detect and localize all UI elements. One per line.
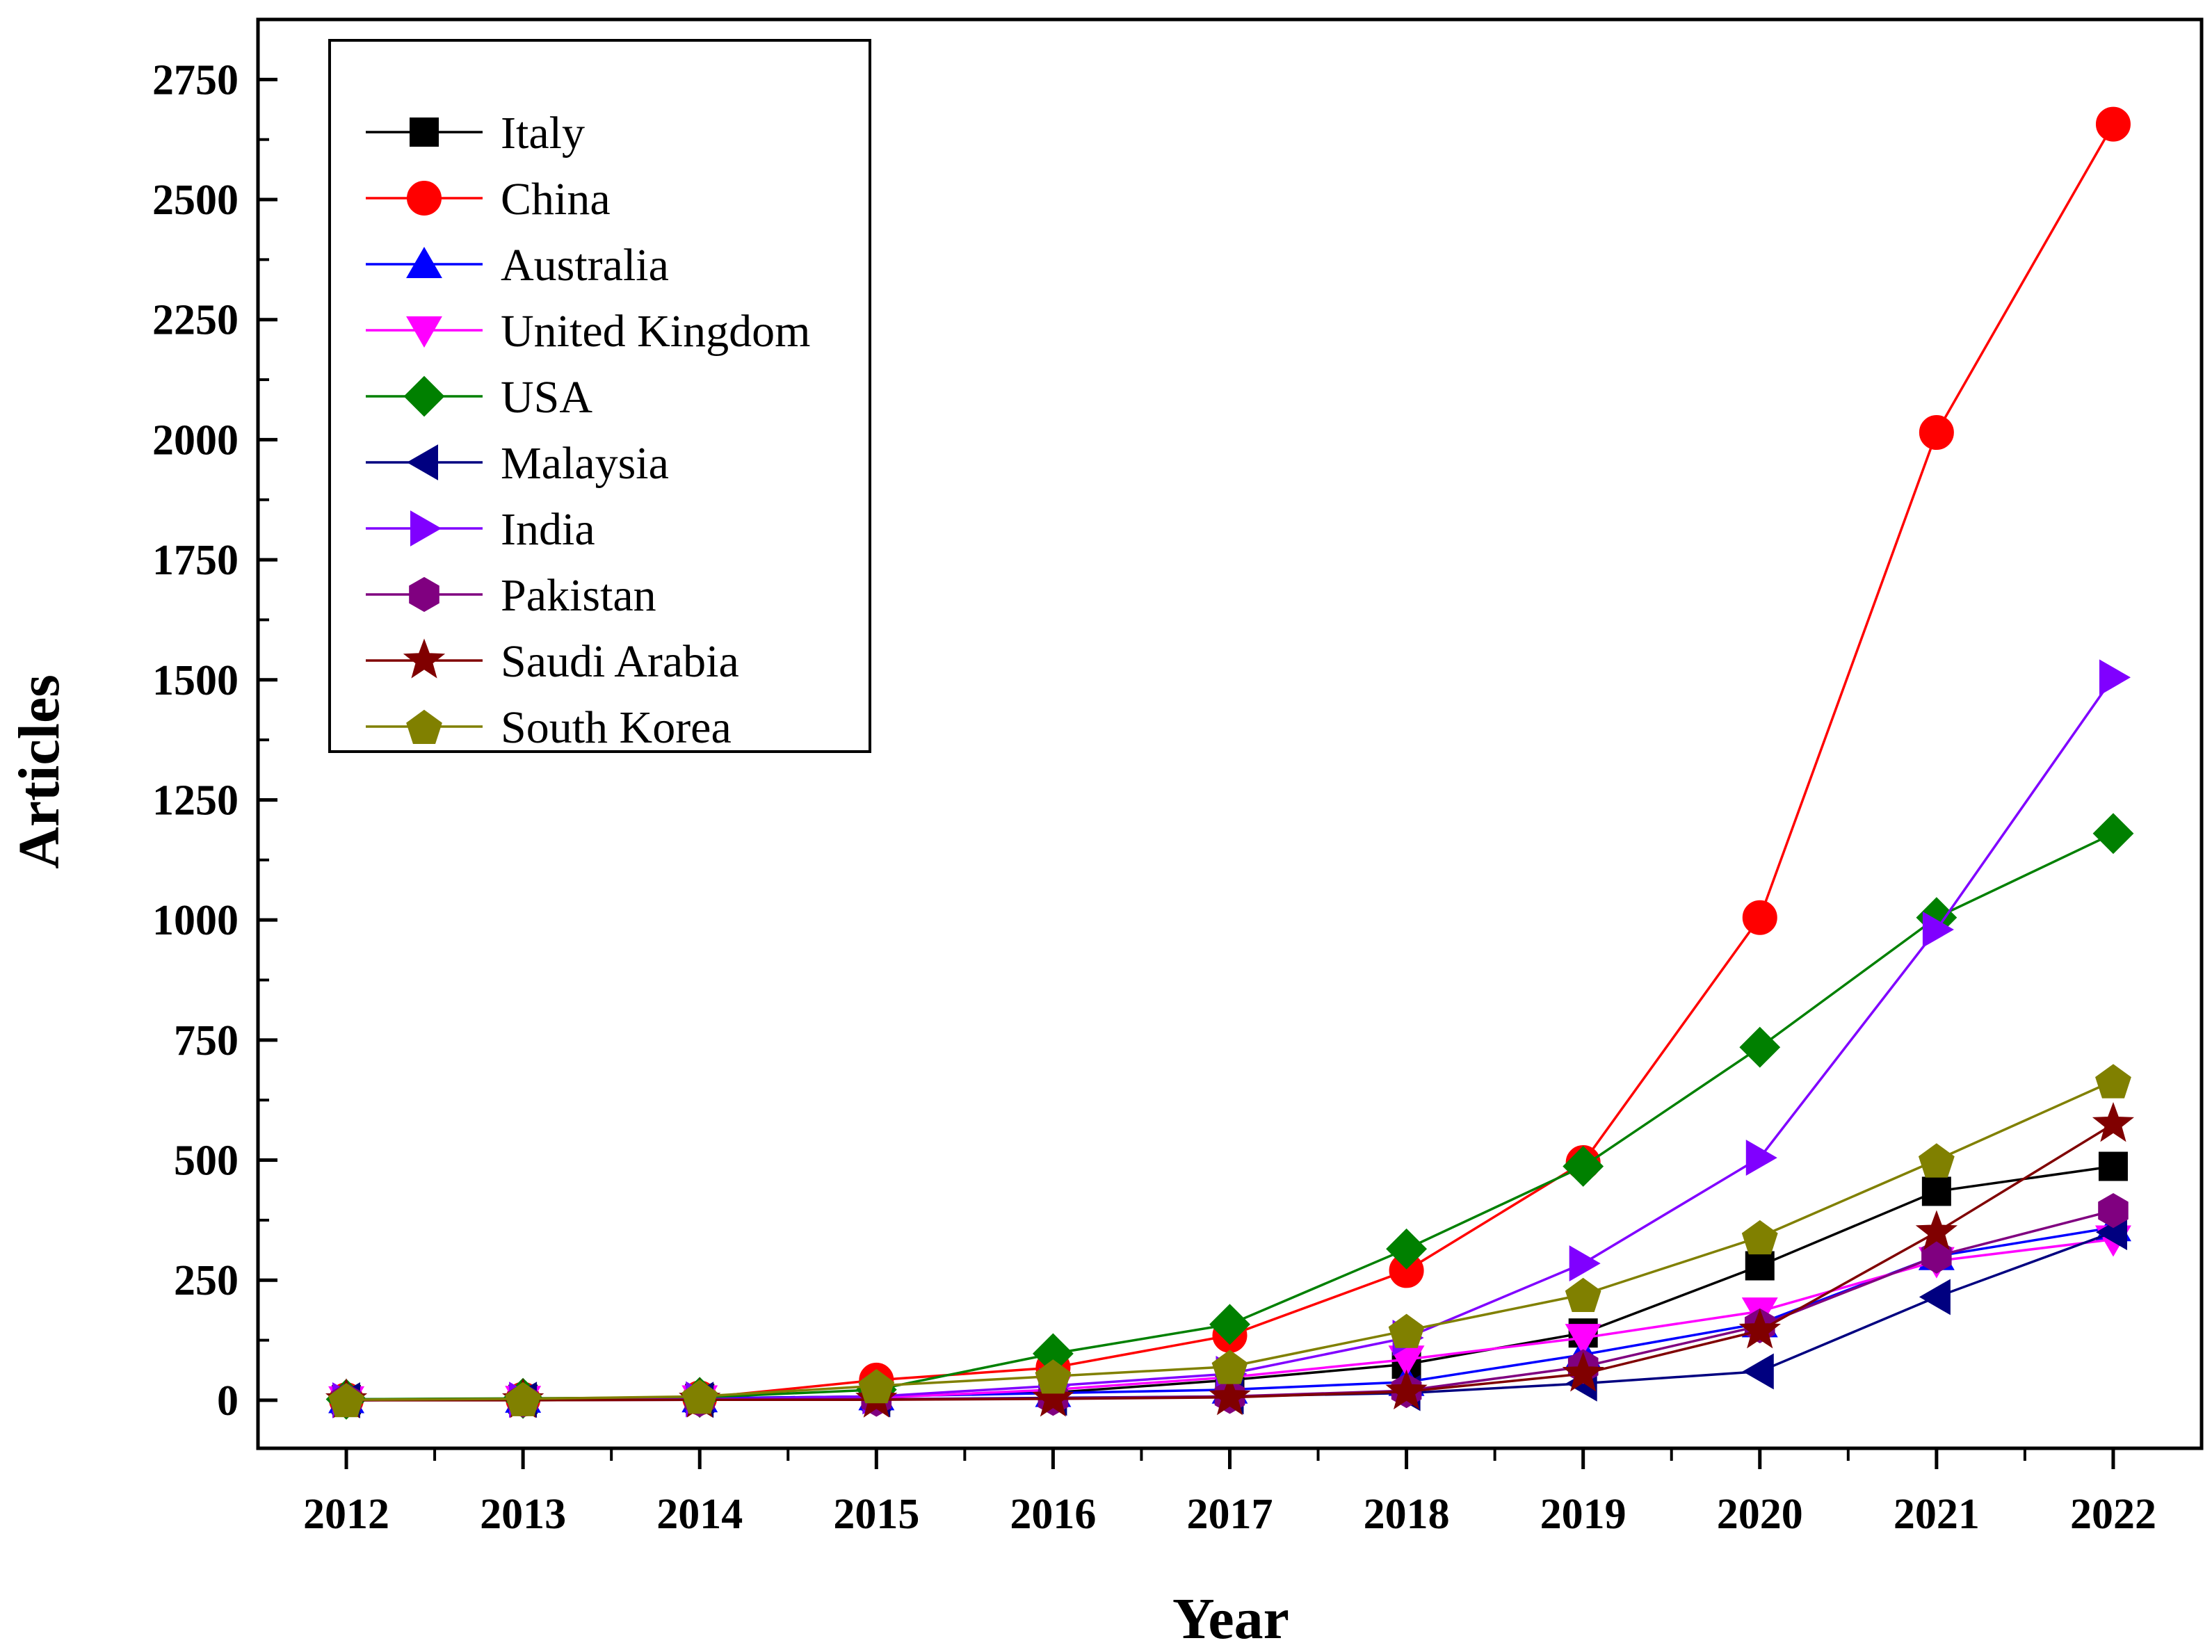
x-tick-label: 2019 — [1540, 1491, 1626, 1538]
data-point — [1035, 1359, 1072, 1394]
y-tick-label: 1500 — [152, 657, 239, 704]
data-point — [1562, 1352, 1604, 1392]
data-point — [1738, 1309, 1781, 1349]
x-tick-label: 2018 — [1364, 1491, 1450, 1538]
legend-label: United Kingdom — [501, 306, 810, 357]
y-tick-label: 0 — [217, 1377, 239, 1425]
legend-marker — [403, 375, 445, 417]
data-point — [1569, 1245, 1601, 1282]
x-tick-label: 2013 — [480, 1491, 566, 1538]
x-tick-label: 2014 — [656, 1491, 743, 1538]
data-point — [2095, 106, 2131, 142]
x-tick-label: 2017 — [1187, 1491, 1273, 1538]
data-point — [1032, 1377, 1074, 1417]
data-point — [2095, 1064, 2131, 1099]
legend-label: Saudi Arabia — [501, 636, 739, 687]
legend-item: Italy — [366, 108, 585, 159]
legend-marker — [406, 444, 438, 480]
legend-marker — [403, 638, 446, 679]
data-point — [1565, 1277, 1601, 1312]
data-point — [505, 1382, 542, 1416]
legend-item: Pakistan — [366, 570, 656, 621]
y-tick-label: 750 — [174, 1017, 239, 1064]
legend-item: Australia — [366, 240, 669, 291]
x-tick-label: 2015 — [833, 1491, 919, 1538]
legend-item: South Korea — [366, 702, 732, 753]
x-axis-title: Year — [1172, 1587, 1289, 1651]
data-point — [1209, 1304, 1250, 1345]
data-point — [1919, 415, 1954, 451]
legend-label: USA — [501, 372, 592, 423]
data-point — [1386, 1228, 1428, 1270]
data-point — [2098, 1192, 2129, 1229]
y-tick-label: 250 — [174, 1257, 239, 1304]
legend-item: China — [366, 174, 611, 225]
y-tick-label: 2750 — [152, 56, 239, 104]
data-point — [1209, 1375, 1251, 1416]
legend-marker — [406, 246, 442, 278]
data-point — [1922, 911, 1954, 948]
data-point — [1211, 1350, 1248, 1384]
legend-marker — [406, 709, 442, 744]
y-axis-title: Articles — [7, 674, 72, 869]
y-tick-label: 1000 — [152, 897, 239, 944]
legend-item: Malaysia — [366, 438, 669, 489]
legend-label: South Korea — [501, 702, 732, 753]
data-point — [1739, 1026, 1781, 1068]
x-tick-label: 2021 — [1894, 1491, 1980, 1538]
series-south-korea — [328, 1064, 2131, 1418]
data-point — [1918, 1143, 1955, 1178]
legend-item: United Kingdom — [366, 306, 810, 357]
legend-marker — [409, 576, 439, 613]
y-tick-label: 2000 — [152, 416, 239, 464]
x-tick-label: 2016 — [1010, 1491, 1096, 1538]
data-point — [2092, 1102, 2135, 1142]
data-point — [1921, 1176, 1951, 1206]
data-point — [2098, 1151, 2128, 1181]
data-point — [1742, 900, 1777, 935]
series-layer — [325, 106, 2135, 1420]
data-point — [1915, 1210, 1958, 1250]
data-point — [1741, 1220, 1778, 1255]
data-point — [1388, 1313, 1425, 1348]
legend-marker — [410, 510, 442, 546]
data-point — [1745, 1251, 1775, 1281]
legend-label: Malaysia — [501, 438, 669, 489]
y-tick-label: 2250 — [152, 297, 239, 344]
x-tick-label: 2020 — [1717, 1491, 1803, 1538]
data-point — [681, 1379, 718, 1414]
data-point — [858, 1368, 895, 1404]
y-tick-label: 1250 — [152, 777, 239, 824]
data-point — [1385, 1369, 1428, 1410]
legend-marker — [406, 316, 442, 348]
legend: Italy China Australia United Kingdom USA Mala… — [328, 39, 871, 753]
y-axis: 0 250 500 750 1000 1250 1500 1750 2000 2250 2500 27… — [152, 56, 277, 1425]
legend-item: USA — [366, 372, 592, 423]
legend-label: Pakistan — [501, 570, 656, 621]
data-point — [1919, 1279, 1951, 1315]
data-point — [2092, 813, 2134, 855]
data-point — [328, 1382, 364, 1418]
legend-label: Australia — [501, 240, 669, 291]
data-point — [1563, 1146, 1604, 1187]
x-tick-label: 2012 — [303, 1491, 389, 1538]
legend-label: India — [501, 504, 595, 555]
data-point — [2099, 659, 2131, 696]
legend-marker — [407, 181, 442, 216]
legend-item: India — [366, 504, 595, 555]
data-point — [1921, 1238, 1952, 1274]
data-point — [1565, 1324, 1601, 1356]
y-tick-label: 500 — [174, 1137, 239, 1185]
legend-label: China — [501, 174, 611, 225]
legend-item: Saudi Arabia — [366, 636, 739, 687]
x-axis: 2012 2013 2014 2015 2016 2017 2018 2019 2020 2021… — [303, 1448, 2156, 1538]
y-tick-label: 2500 — [152, 177, 239, 224]
data-point — [1742, 1353, 1774, 1390]
legend-marker — [410, 118, 439, 147]
x-tick-label: 2022 — [2070, 1491, 2156, 1538]
legend-label: Italy — [501, 108, 585, 159]
data-point — [1745, 1140, 1777, 1176]
y-tick-label: 1750 — [152, 537, 239, 584]
